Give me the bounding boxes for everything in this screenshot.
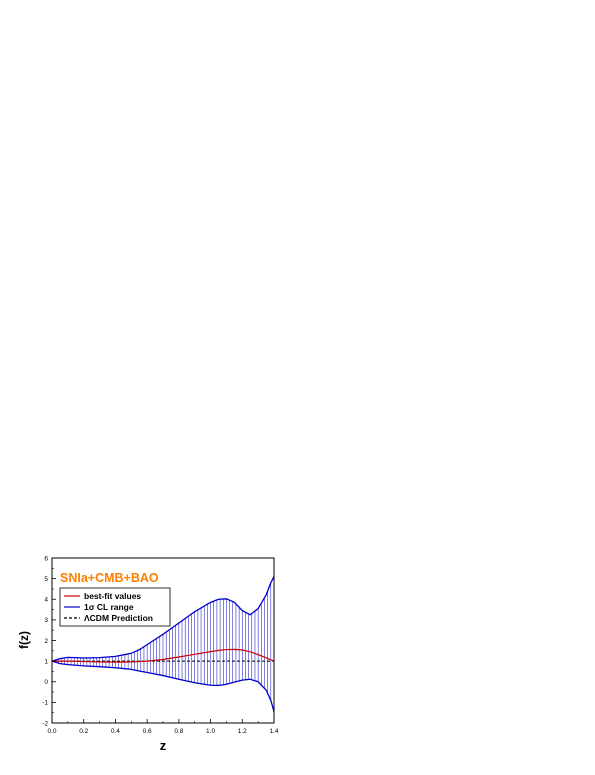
x-tick-label: 1.4 — [269, 728, 278, 735]
cl-upper-line — [52, 576, 274, 662]
y-tick-label: -2 — [42, 720, 48, 727]
chart-annotation: SNIa+CMB+BAO — [60, 571, 159, 585]
legend: best-fit values 1σ CL range ΛCDM Predict… — [59, 587, 171, 627]
y-tick-label: 2 — [44, 638, 48, 645]
legend-label-cl-range: 1σ CL range — [84, 602, 134, 612]
y-axis-label: f(z) — [17, 631, 31, 649]
y-tick-label: 1 — [44, 658, 48, 665]
y-tick-label: 0 — [44, 679, 48, 686]
x-tick-label: 0.4 — [111, 728, 120, 735]
y-tick-label: 4 — [44, 597, 48, 604]
x-tick-label: 1.2 — [238, 728, 247, 735]
x-tick-label: 0.6 — [143, 728, 152, 735]
best-fit-line — [52, 648, 274, 663]
legend-label-lcdm: ΛCDM Prediction — [84, 613, 153, 623]
x-tick-label: 0.2 — [79, 728, 88, 735]
y-axis-ticks: -2 -1 0 1 2 3 4 5 6 — [42, 555, 56, 727]
y-tick-label: 3 — [44, 617, 48, 624]
x-axis-label: z — [160, 738, 167, 753]
y-tick-label: -1 — [42, 700, 48, 707]
legend-label-best-fit: best-fit values — [84, 591, 141, 601]
cl-lower-line — [52, 660, 274, 712]
x-tick-label: 1.0 — [206, 728, 215, 735]
x-tick-label: 0.8 — [174, 728, 183, 735]
y-tick-label: 5 — [44, 576, 48, 583]
series-lines — [52, 576, 274, 712]
y-tick-label: 6 — [44, 555, 48, 562]
x-axis-ticks: 0.0 0.2 0.4 0.6 0.8 1.0 1.2 1.4 — [47, 719, 279, 735]
x-tick-label: 0.0 — [47, 728, 56, 735]
